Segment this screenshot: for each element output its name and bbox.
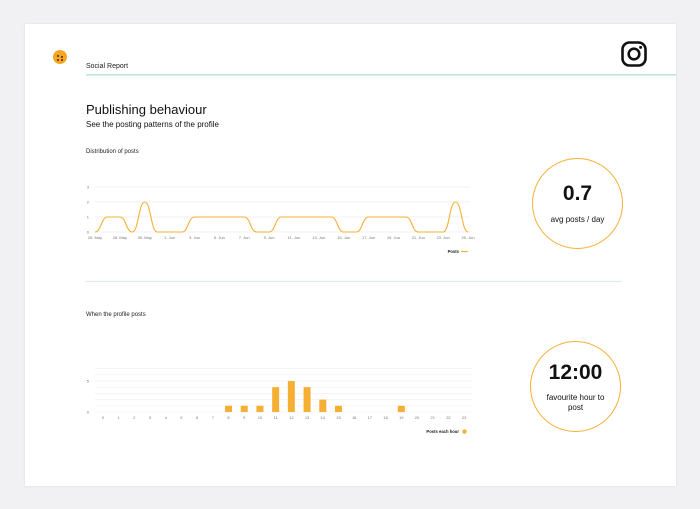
line-x-tick-label: 7. Jun: [239, 235, 250, 240]
line-x-tick-label: 15. Jun: [337, 235, 350, 240]
line-y-tick-label: 1: [87, 215, 90, 220]
bar-x-tick-label: 17: [368, 415, 373, 420]
line-legend-label: Posts: [448, 249, 460, 254]
hour-bar: [397, 405, 405, 412]
line-x-tick-label: 13. Jun: [312, 235, 325, 240]
hour-bar: [225, 405, 233, 412]
bar-x-tick-label: 7: [212, 415, 215, 420]
bar-y-tick-label: 5: [87, 379, 90, 384]
line-x-tick-label: 25. Jun: [461, 235, 474, 240]
line-x-tick-label: 26. May: [88, 235, 102, 240]
hour-bar: [256, 405, 264, 412]
bar-x-tick-label: 0: [102, 415, 105, 420]
header-divider: [86, 74, 676, 76]
bar-x-tick-label: 10: [258, 415, 263, 420]
line-x-tick-label: 28. May: [113, 235, 127, 240]
avg-posts-kpi: 0.7 avg posts / day: [532, 158, 623, 249]
instagram-icon[interactable]: [621, 41, 647, 67]
bar-x-tick-label: 15: [336, 415, 341, 420]
section-title: Publishing behaviour: [86, 102, 207, 117]
bar-legend-swatch: [462, 429, 467, 434]
hour-bar: [272, 387, 280, 412]
hour-bar: [319, 399, 327, 412]
bar-x-tick-label: 2: [133, 415, 136, 420]
line-y-tick-label: 2: [87, 200, 90, 205]
posts-per-hour-bar-chart: 050 1 2 3 4 5 6 7 8 9 10 11 12 13 14 15 16 17 18 19 20 21 22 23…: [87, 368, 472, 434]
line-y-tick-label: 3: [87, 185, 90, 190]
hour-bar: [287, 381, 295, 412]
bar-y-tick-label: 0: [87, 410, 90, 415]
line-x-tick-label: 17. Jun: [362, 235, 375, 240]
avg-posts-value: 0.7: [562, 182, 593, 205]
bar-x-tick-label: 19: [399, 415, 404, 420]
bar-x-tick-label: 8: [227, 415, 230, 420]
bar-x-tick-label: 20: [415, 415, 420, 420]
section-subtitle: See the posting patterns of the profile: [86, 120, 219, 129]
favourite-hour-value: 12:00: [548, 360, 603, 384]
line-y-tick-label: 0: [87, 230, 90, 235]
report-title: Social Report: [86, 63, 129, 70]
bar-x-tick-label: 12: [289, 415, 294, 420]
bar-x-tick-label: 1: [117, 415, 120, 420]
bar-x-tick-label: 3: [149, 415, 152, 420]
line-x-tick-label: 3. Jun: [189, 235, 200, 240]
line-x-tick-label: 30. May: [138, 235, 152, 240]
section-divider: [86, 281, 622, 282]
line-x-tick-label: 19. Jun: [387, 235, 400, 240]
hour-bar: [303, 387, 311, 412]
brand-logo-icon: [53, 50, 67, 64]
bar-x-tick-label: 5: [180, 415, 183, 420]
bar-x-tick-label: 21: [431, 415, 436, 420]
report-page: Social Report Publishing behaviour See t…: [25, 24, 676, 486]
bar-x-tick-label: 23: [462, 415, 467, 420]
hour-bar: [334, 405, 342, 412]
line-x-tick-label: 23. Jun: [437, 235, 450, 240]
bar-x-tick-label: 11: [274, 415, 279, 420]
avg-posts-label: avg posts / day: [550, 215, 605, 224]
favourite-hour-label: favourite hour to post: [546, 392, 605, 412]
line-x-tick-label: 5. Jun: [214, 235, 225, 240]
line-x-tick-label: 1. Jun: [164, 235, 175, 240]
bar-x-tick-label: 22: [446, 415, 451, 420]
bar-x-tick-label: 9: [243, 415, 246, 420]
bar-legend-label: Posts each hour: [426, 429, 459, 434]
distribution-line-chart: 0 1 2 3 26. May 28. May 30. May 1. Jun 3. Jun 5. …: [87, 185, 475, 255]
hours-chart-title: When the profile posts: [86, 312, 146, 318]
line-x-tick-label: 11. Jun: [288, 235, 301, 240]
favourite-hour-kpi: 12:00 favourite hour to post: [530, 341, 621, 432]
line-x-tick-label: 9. Jun: [264, 235, 275, 240]
hour-bar: [240, 405, 248, 412]
bar-x-tick-label: 14: [321, 415, 326, 420]
bar-x-tick-label: 4: [165, 415, 168, 420]
bar-x-tick-label: 6: [196, 415, 199, 420]
bar-x-tick-label: 13: [305, 415, 310, 420]
bar-x-tick-label: 16: [352, 415, 357, 420]
line-x-tick-label: 21. Jun: [412, 235, 425, 240]
distribution-chart-title: Distribution of posts: [86, 149, 139, 155]
bar-x-tick-label: 18: [383, 415, 388, 420]
